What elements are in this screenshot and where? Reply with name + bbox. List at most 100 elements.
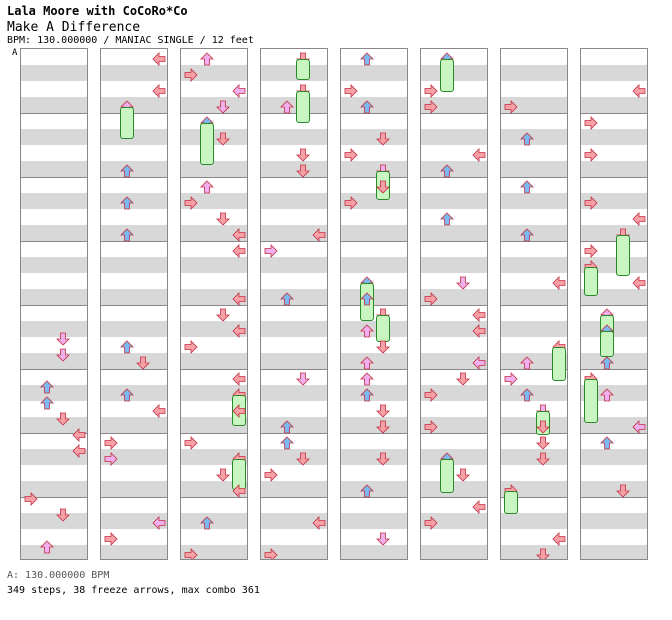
measure-line <box>261 433 327 434</box>
step-arrow-icon <box>232 291 246 306</box>
beat-stripe <box>581 449 647 465</box>
beat-stripe <box>181 97 247 113</box>
beat-stripe <box>581 225 647 241</box>
step-arrow-icon <box>424 99 438 114</box>
beat-stripe <box>181 513 247 529</box>
beat-stripe <box>261 385 327 401</box>
measure-line <box>101 113 167 114</box>
beat-stripe <box>261 129 327 145</box>
step-arrow-icon <box>104 435 118 450</box>
measure-line <box>581 497 647 498</box>
step-arrow-icon <box>600 387 614 402</box>
beat-stripe <box>21 225 87 241</box>
step-arrow-icon <box>584 243 598 258</box>
step-arrow-icon <box>72 443 86 458</box>
beat-stripe <box>421 65 487 81</box>
step-arrow-icon <box>472 499 486 514</box>
step-arrow-icon <box>584 147 598 162</box>
beat-stripe <box>501 513 567 529</box>
step-arrow-icon <box>632 419 646 434</box>
beat-stripe <box>421 289 487 305</box>
beat-stripe <box>501 129 567 145</box>
freeze-arrow <box>504 491 518 514</box>
step-arrow-icon <box>56 331 70 346</box>
beat-stripe <box>581 161 647 177</box>
beat-stripe <box>101 257 167 273</box>
beat-stripe <box>581 193 647 209</box>
step-arrow-icon <box>360 483 374 498</box>
step-arrow-icon <box>56 347 70 362</box>
beat-stripe <box>181 289 247 305</box>
step-arrow-icon <box>232 403 246 418</box>
step-arrow-icon <box>312 227 326 242</box>
beat-stripe <box>421 97 487 113</box>
chart-meta: BPM: 130.000000 / MANIAC SINGLE / 12 fee… <box>7 35 254 46</box>
step-arrow-icon <box>424 291 438 306</box>
measure-line <box>341 305 407 306</box>
beat-stripe <box>21 385 87 401</box>
beat-stripe <box>501 257 567 273</box>
beat-stripe <box>101 481 167 497</box>
measure-line <box>581 241 647 242</box>
step-arrow-icon <box>296 147 310 162</box>
measure-line <box>261 241 327 242</box>
beat-stripe <box>21 289 87 305</box>
step-arrow-icon <box>120 163 134 178</box>
step-arrow-icon <box>280 291 294 306</box>
beat-stripe <box>181 65 247 81</box>
step-arrow-icon <box>472 307 486 322</box>
step-arrow-icon <box>536 419 550 434</box>
step-arrow-icon <box>232 371 246 386</box>
beat-stripe <box>181 353 247 369</box>
step-arrow-icon <box>232 227 246 242</box>
bpm-marker: A <box>11 48 19 58</box>
measure-line <box>581 433 647 434</box>
step-arrow-icon <box>200 515 214 530</box>
measure-line <box>501 497 567 498</box>
step-arrow-icon <box>104 531 118 546</box>
step-arrow-icon <box>424 83 438 98</box>
freeze-arrow <box>296 59 310 80</box>
step-arrow-icon <box>584 115 598 130</box>
step-arrow-icon <box>344 83 358 98</box>
step-arrow-icon <box>232 483 246 498</box>
step-arrow-icon <box>280 99 294 114</box>
measure-line <box>261 305 327 306</box>
step-arrow-icon <box>552 275 566 290</box>
measure-line <box>341 369 407 370</box>
step-arrow-icon <box>472 323 486 338</box>
beat-stripe <box>101 65 167 81</box>
beat-stripe <box>181 257 247 273</box>
measure-line <box>581 305 647 306</box>
measure-line <box>421 113 487 114</box>
step-arrow-icon <box>616 483 630 498</box>
chart-column <box>260 48 328 560</box>
measure-line <box>21 241 87 242</box>
beat-stripe <box>261 257 327 273</box>
measure-line <box>501 433 567 434</box>
freeze-arrow <box>440 459 454 493</box>
beat-stripe <box>501 385 567 401</box>
measure-line <box>341 433 407 434</box>
chart-column <box>100 48 168 560</box>
step-arrow-icon <box>280 435 294 450</box>
measure-line <box>101 369 167 370</box>
step-arrow-icon <box>200 179 214 194</box>
measure-line <box>181 433 247 434</box>
measure-line <box>501 305 567 306</box>
beat-stripe <box>21 97 87 113</box>
beat-stripe <box>181 193 247 209</box>
step-arrow-icon <box>152 403 166 418</box>
step-arrow-icon <box>56 411 70 426</box>
step-arrow-icon <box>152 51 166 66</box>
step-arrow-icon <box>40 395 54 410</box>
step-arrow-icon <box>312 515 326 530</box>
step-arrow-icon <box>296 163 310 178</box>
beat-stripe <box>21 545 87 559</box>
measure-line <box>101 241 167 242</box>
beat-stripe <box>581 65 647 81</box>
step-arrow-icon <box>424 419 438 434</box>
freeze-arrow <box>120 107 134 139</box>
beat-stripe <box>341 129 407 145</box>
step-arrow-icon <box>344 147 358 162</box>
